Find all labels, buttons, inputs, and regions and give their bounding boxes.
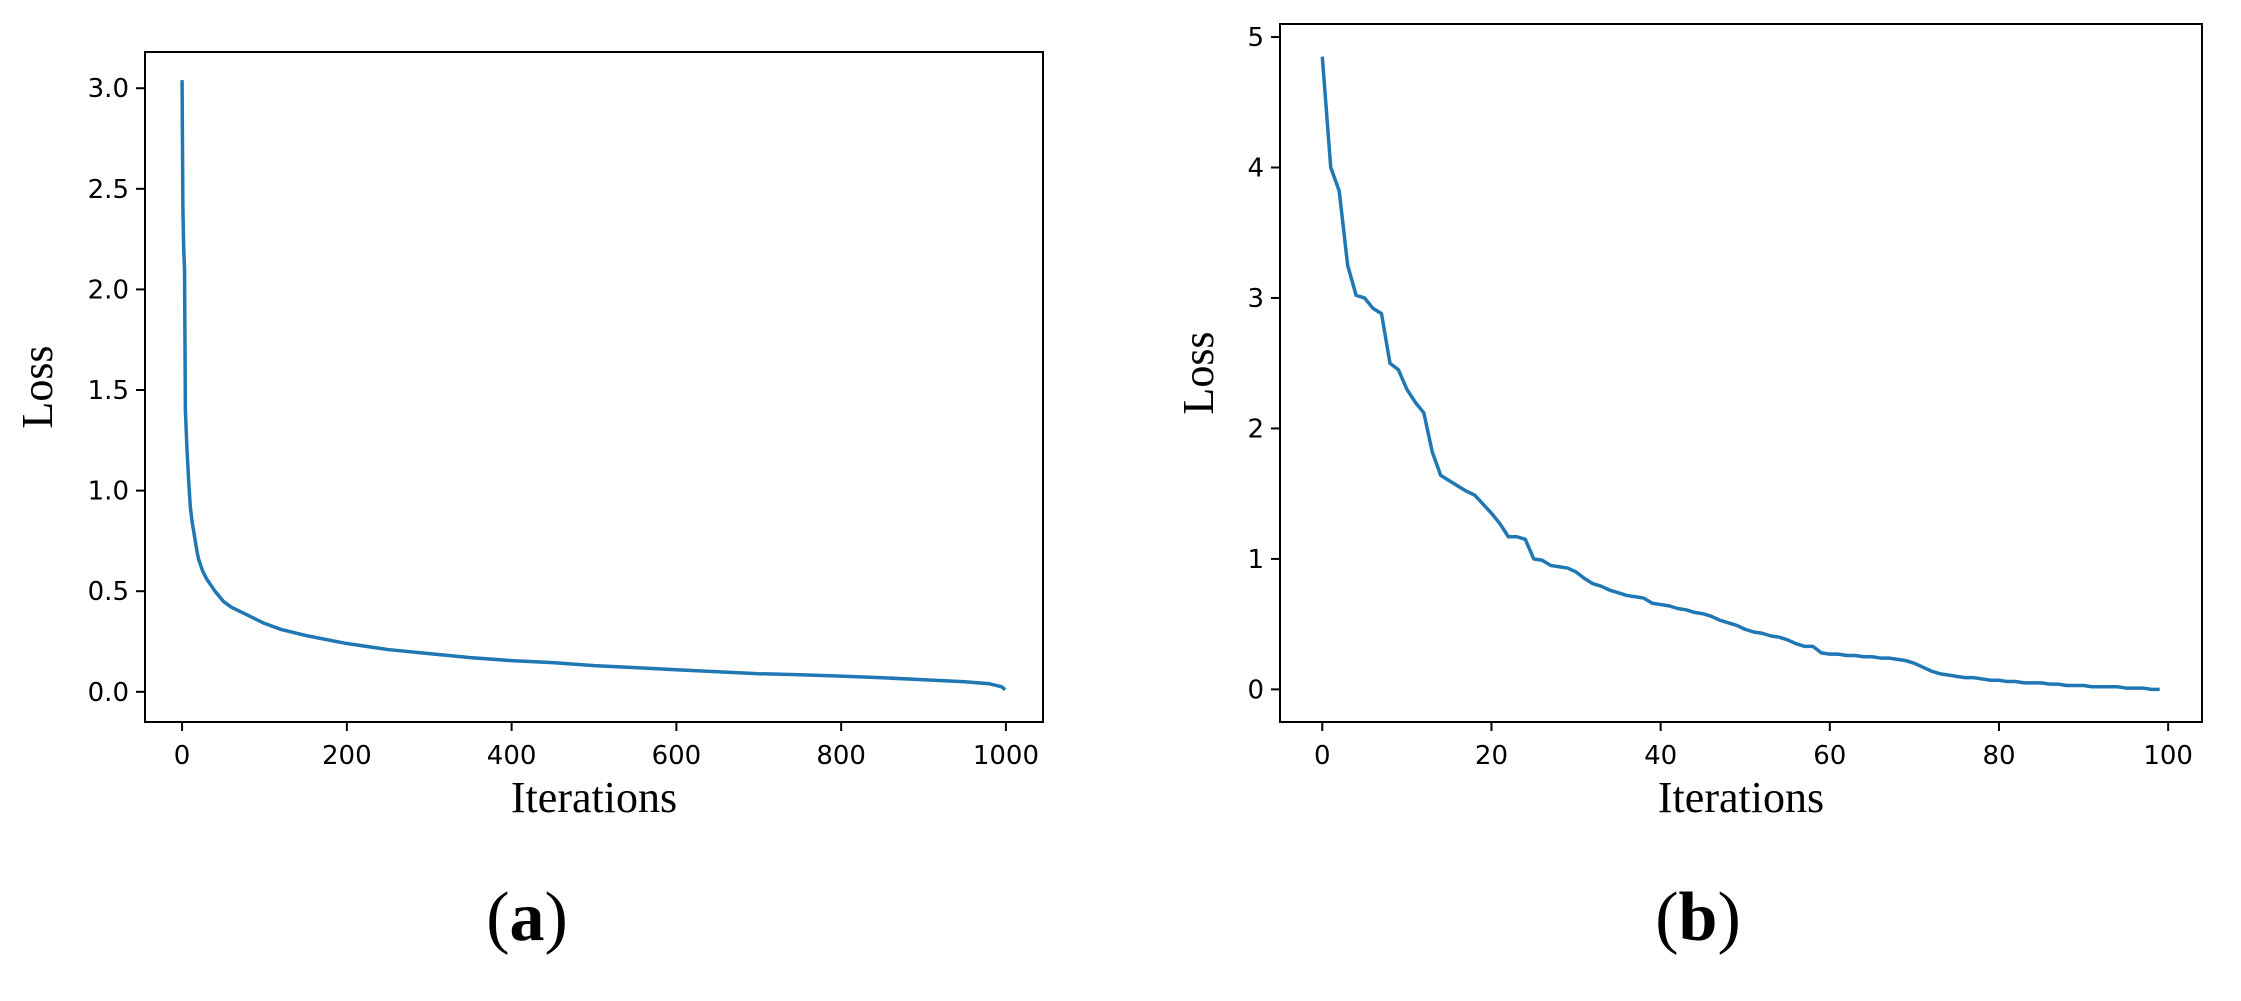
x-tick-label: 1000 xyxy=(973,741,1039,771)
chart-a-ylabel: Loss xyxy=(13,345,62,428)
x-tick-label: 800 xyxy=(816,741,866,771)
chart-b-xlabel: Iterations xyxy=(1658,773,1824,822)
y-tick-label: 3 xyxy=(1247,284,1264,314)
x-tick-label: 600 xyxy=(652,741,702,771)
y-tick-label: 5 xyxy=(1247,23,1264,53)
chart-a-ticks: 0 200 400 600 800 1000 0.0 0.5 1.0 1.5 2.0 2.5 3.0 xyxy=(88,74,1039,771)
chart-a-loss-line xyxy=(180,80,1007,692)
x-tick-label: 60 xyxy=(1813,741,1846,771)
panel-b-letter: b xyxy=(1679,879,1718,956)
y-tick-label: 4 xyxy=(1247,154,1264,184)
x-tick-label: 0 xyxy=(1314,741,1331,771)
x-tick-label: 100 xyxy=(2143,741,2193,771)
chart-b-loss-line xyxy=(1320,56,2160,692)
y-tick-label: 1.5 xyxy=(88,376,129,406)
y-tick-label: 2 xyxy=(1247,414,1264,444)
panel-a-letter: a xyxy=(510,879,545,956)
panel-b-close-paren: ) xyxy=(1717,879,1740,956)
y-tick-label: 1.0 xyxy=(88,477,129,507)
chart-a-frame xyxy=(144,51,1044,723)
x-tick-label: 400 xyxy=(487,741,537,771)
x-tick-label: 40 xyxy=(1644,741,1677,771)
chart-b-frame xyxy=(1279,23,2203,723)
panel-a-open-paren: ( xyxy=(486,879,509,956)
y-tick-label: 1 xyxy=(1247,545,1264,575)
chart-b-ticks: 0 20 40 60 80 100 0 1 2 3 4 5 xyxy=(1247,23,2193,771)
y-tick-label: 2.0 xyxy=(88,275,129,305)
x-tick-label: 200 xyxy=(322,741,372,771)
x-tick-label: 80 xyxy=(1982,741,2015,771)
panel-b-open-paren: ( xyxy=(1655,879,1678,956)
y-tick-label: 0.0 xyxy=(88,678,129,708)
y-tick-label: 0 xyxy=(1247,675,1264,705)
panel-a-close-paren: ) xyxy=(545,879,568,956)
chart-panel-b: 0 20 40 60 80 100 0 1 2 3 4 5 Iterations Loss (b) xyxy=(1174,23,2203,956)
x-tick-label: 0 xyxy=(174,741,191,771)
chart-b-ylabel: Loss xyxy=(1174,331,1223,414)
panel-label-a: (a) xyxy=(486,879,568,956)
x-tick-label: 20 xyxy=(1475,741,1508,771)
panel-label-b: (b) xyxy=(1655,879,1741,956)
chart-a-xlabel: Iterations xyxy=(511,773,677,822)
y-tick-label: 3.0 xyxy=(88,74,129,104)
y-tick-label: 2.5 xyxy=(88,175,129,205)
y-tick-label: 0.5 xyxy=(88,577,129,607)
chart-panel-a: 0 200 400 600 800 1000 0.0 0.5 1.0 1.5 2.0 2.5 3.0 I… xyxy=(13,51,1044,956)
